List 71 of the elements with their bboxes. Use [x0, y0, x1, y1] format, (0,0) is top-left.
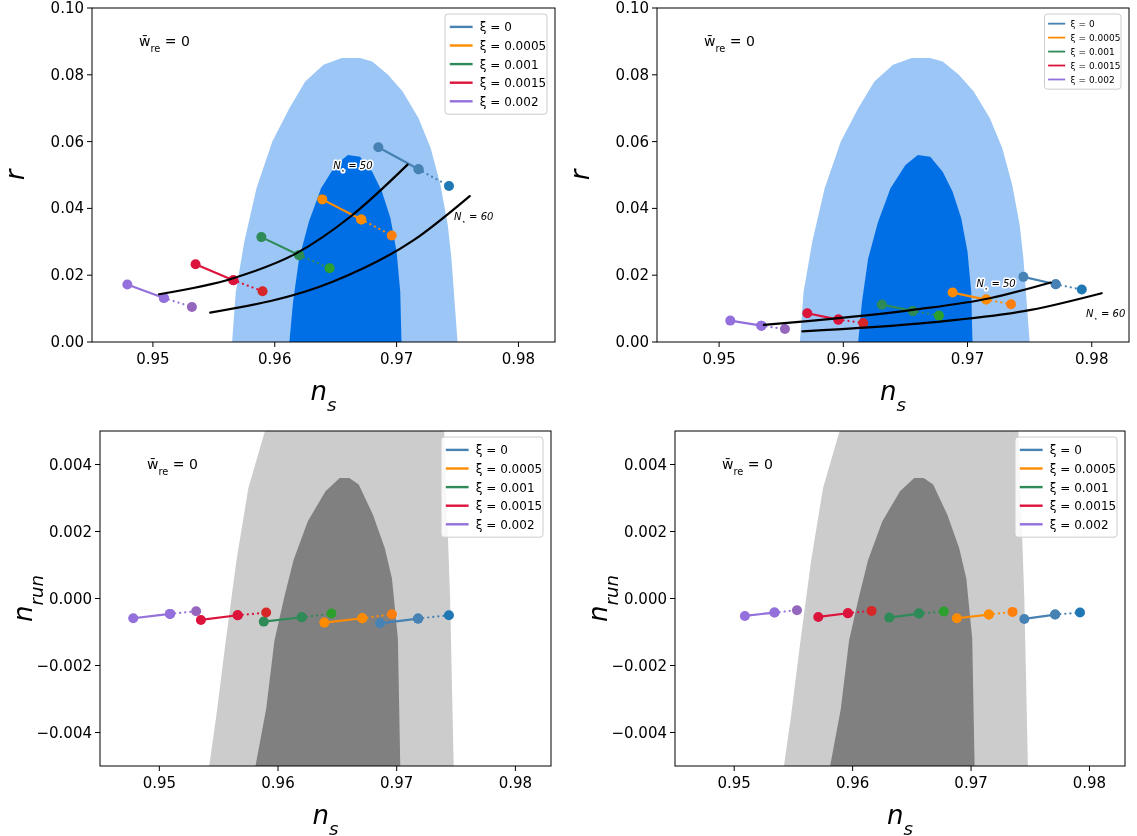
y-tick-label: 0.06 — [615, 132, 649, 151]
y-tick-label: 0.08 — [615, 65, 649, 84]
y-tick-label: −0.004 — [611, 723, 667, 742]
legend-label: ξ = 0.0015 — [1070, 60, 1121, 71]
legend-label: ξ = 0 — [479, 20, 512, 35]
x-tick-label: 0.98 — [1072, 774, 1107, 792]
legend-label: ξ = 0.0015 — [1049, 499, 1117, 514]
legend-label: ξ = 0.001 — [1049, 480, 1109, 495]
y-tick-label: 0.04 — [615, 199, 649, 218]
y-tick-label: −0.004 — [36, 723, 92, 742]
legend-label: ξ = 0.002 — [479, 94, 539, 109]
annotation: w̄$_{re}$ = 0 — [722, 456, 773, 477]
y-tick-label: 0.000 — [624, 589, 667, 608]
x-tick-label: 0.95 — [136, 350, 170, 368]
legend-label: ξ = 0.0015 — [475, 499, 543, 514]
legend-label: ξ = 0.001 — [475, 480, 535, 495]
x-axis-title: n$_{s}$ — [880, 376, 907, 415]
y-axis-title: r — [565, 167, 595, 181]
x-tick-label: 0.98 — [501, 350, 536, 368]
y-tick-label: −0.002 — [36, 656, 92, 675]
x-tick-label: 0.98 — [1075, 350, 1109, 368]
legend-label: ξ = 0.0015 — [479, 76, 547, 91]
x-tick-label: 0.97 — [380, 774, 414, 792]
y-tick-label: 0.004 — [624, 455, 667, 474]
x-axis-title: n$_{s}$ — [310, 376, 337, 415]
x-tick-label: 0.96 — [258, 350, 292, 368]
y-tick-label: 0.004 — [49, 455, 92, 474]
legend-label: ξ = 0.002 — [1049, 517, 1109, 532]
annotation: N$_{⋆}$ = 60 — [1086, 308, 1126, 324]
annotation: N$_{⋆}$ = 60 — [454, 211, 494, 227]
x-tick-label: 0.96 — [835, 774, 870, 792]
legend-label: ξ = 0.001 — [1070, 46, 1115, 57]
legend-label: ξ = 0.0005 — [1049, 462, 1117, 477]
y-axis-title: r — [0, 167, 30, 181]
y-tick-label: 0.04 — [50, 199, 84, 218]
y-tick-label: 0.02 — [615, 266, 649, 285]
x-tick-label: 0.97 — [954, 774, 988, 792]
x-tick-label: 0.95 — [702, 350, 736, 368]
legend-label: ξ = 0.001 — [479, 57, 539, 72]
y-tick-label: 0.06 — [50, 132, 84, 151]
x-tick-label: 0.98 — [498, 774, 533, 792]
x-tick-label: 0.96 — [826, 350, 861, 368]
legend-label: ξ = 0 — [1070, 19, 1095, 30]
y-tick-label: 0.10 — [50, 0, 84, 17]
legend-label: ξ = 0.0005 — [479, 39, 547, 54]
annotation: w̄$_{re}$ = 0 — [139, 33, 190, 54]
y-tick-label: 0.00 — [615, 333, 649, 351]
legend-label: ξ = 0.0005 — [1070, 33, 1121, 44]
y-tick-label: 0.02 — [50, 266, 84, 285]
y-tick-label: 0.002 — [624, 522, 667, 541]
legend-label: ξ = 0 — [1049, 443, 1082, 458]
y-tick-label: 0.002 — [49, 522, 92, 541]
y-tick-label: 0.08 — [50, 65, 84, 84]
x-tick-label: 0.95 — [717, 774, 751, 792]
annotation: w̄$_{re}$ = 0 — [147, 456, 198, 477]
x-axis-title: n$_{s}$ — [887, 800, 914, 836]
annotation: N$_{⋆}$ = 50 — [976, 277, 1016, 293]
legend-label: ξ = 0.002 — [475, 517, 535, 532]
x-tick-label: 0.97 — [950, 350, 985, 368]
annotation: w̄$_{re}$ = 0 — [704, 33, 755, 54]
x-tick-label: 0.97 — [379, 350, 414, 368]
legend-label: ξ = 0 — [475, 443, 508, 458]
x-axis-title: n$_{s}$ — [312, 800, 339, 836]
legend-label: ξ = 0.0005 — [475, 462, 543, 477]
legend-label: ξ = 0.002 — [1070, 74, 1115, 85]
y-tick-label: −0.002 — [611, 656, 667, 675]
y-tick-label: 0.10 — [615, 0, 649, 17]
x-tick-label: 0.95 — [142, 774, 177, 792]
y-tick-label: 0.000 — [49, 589, 92, 608]
x-tick-label: 0.96 — [261, 774, 295, 792]
y-tick-label: 0.00 — [50, 333, 84, 351]
